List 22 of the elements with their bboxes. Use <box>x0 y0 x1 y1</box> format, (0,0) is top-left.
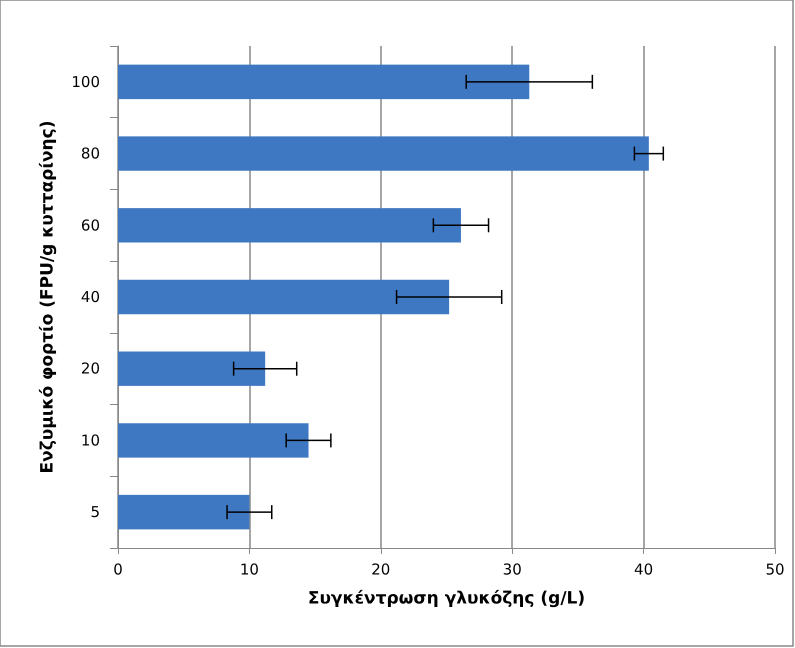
y-tick-label: 100 <box>71 72 100 91</box>
x-tick-label: 0 <box>113 560 123 578</box>
x-tick-label: 40 <box>634 560 654 578</box>
x-tick-label: 30 <box>502 560 522 578</box>
x-axis-title: Συγκέντρωση γλυκόζης (g/L) <box>308 588 586 608</box>
bar <box>118 423 309 458</box>
x-tick-label: 10 <box>240 560 259 578</box>
y-tick-label: 20 <box>80 360 100 378</box>
y-tick-label: 10 <box>80 431 100 450</box>
bar <box>118 136 649 171</box>
x-tick-label: 20 <box>371 560 390 578</box>
bar <box>118 494 250 530</box>
y-tick-label: 40 <box>80 288 100 306</box>
bar <box>118 352 266 386</box>
y-tick-label: 5 <box>90 503 100 522</box>
bar <box>118 64 530 100</box>
bar <box>118 280 450 314</box>
y-axis-title: Ενζυμικό φορτίο (FPU/g κυτταρίνης) <box>38 120 58 474</box>
bar <box>118 208 461 242</box>
y-tick-label: 80 <box>80 144 100 163</box>
x-tick-label: 50 <box>765 560 785 578</box>
y-tick-label: 60 <box>80 216 100 234</box>
